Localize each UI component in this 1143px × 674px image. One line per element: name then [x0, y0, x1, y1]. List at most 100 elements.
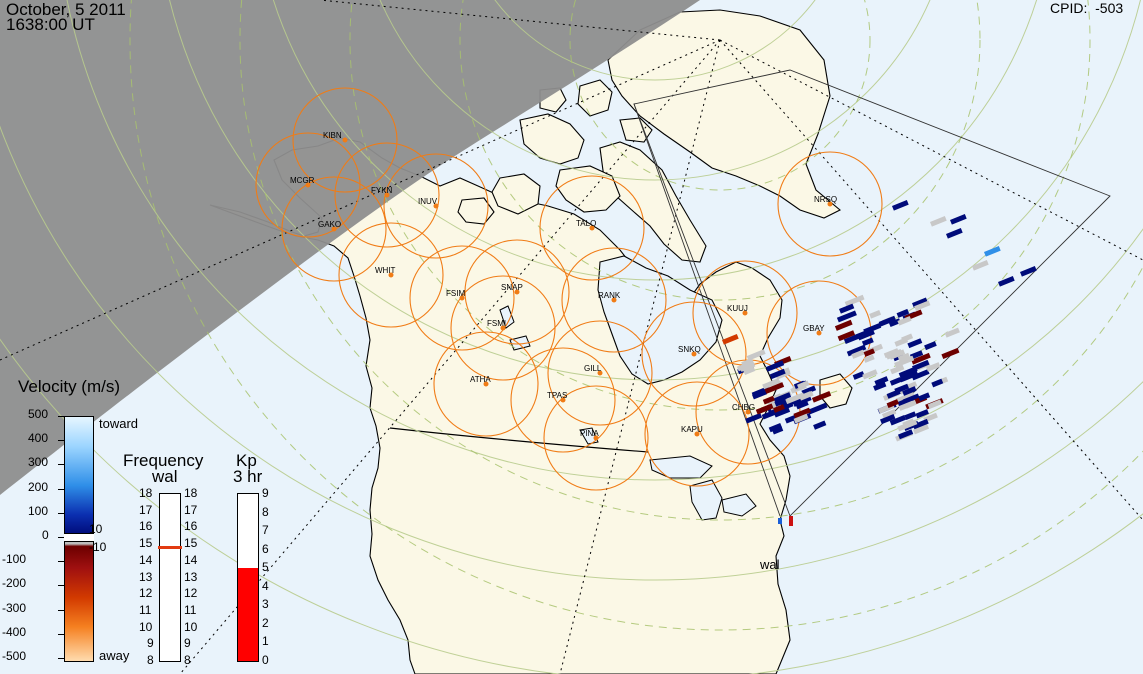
radar-echo-cell	[844, 294, 865, 307]
radar-echo-cell	[785, 392, 805, 405]
radar-echo-cell	[765, 360, 785, 372]
fov-circle-rank	[561, 247, 667, 353]
radar-echo-cell	[863, 322, 882, 335]
radar-echo-cell	[773, 407, 791, 418]
fov-circle-fsmi	[450, 275, 556, 381]
radar-echo-cell	[914, 300, 931, 311]
frequency-tick-label: 18	[184, 486, 198, 500]
frequency-tick-label: 15	[139, 536, 153, 551]
station-dot-fykn	[384, 192, 390, 198]
radar-echo-cell	[912, 359, 930, 371]
cpid-value: -503	[1095, 0, 1124, 16]
radar-site-marker	[778, 516, 793, 526]
radar-echo-cell	[741, 358, 754, 367]
radar-echo-cell	[896, 308, 910, 318]
radar-echo-cell	[837, 330, 856, 342]
velocity-tick-mark	[58, 512, 64, 514]
velocity-title: Velocity (m/s)	[18, 377, 121, 396]
fov-circle-gill	[547, 320, 653, 426]
frequency-tick-label: 12	[184, 586, 198, 601]
radar-echo-cell	[795, 400, 809, 410]
station-dot-chbg	[745, 409, 751, 415]
velocity-tick-label: 200	[28, 479, 49, 494]
radar-echo-cell	[895, 391, 915, 404]
frequency-subtitle: wal	[152, 467, 178, 486]
radar-echo-cell	[912, 418, 929, 430]
station-label-nrsq: NRSQ	[814, 195, 837, 204]
velocity-tick-label: 0	[42, 528, 49, 542]
station-label-kapu: KAPU	[681, 425, 703, 434]
radar-echo-cell	[911, 369, 930, 381]
radar-echo-cell	[863, 348, 876, 357]
radar-echo-cell	[772, 426, 784, 435]
frequency-tick-label: 14	[139, 552, 153, 567]
velocity-tick-label: 100	[28, 503, 49, 518]
frequency-tick-label: 18	[139, 486, 153, 500]
radar-echo-cell	[873, 381, 887, 391]
radar-echo-cell	[971, 260, 989, 271]
radar-echo-cell	[944, 327, 960, 338]
radar-echo-cell	[793, 413, 809, 424]
frequency-tick-label: 15	[184, 536, 198, 551]
radar-echo-cell	[773, 392, 792, 404]
station-dot-talo	[589, 225, 595, 231]
radar-echo-cell	[886, 389, 901, 399]
fov-circle-whit	[338, 222, 444, 328]
radar-echoes	[722, 200, 1037, 442]
fov-circle-nrsq	[777, 151, 883, 257]
station-label-snap: SNAP	[501, 283, 523, 292]
fov-circle-tpas	[510, 347, 616, 453]
station-label-atha: ATHA	[470, 375, 491, 384]
radar-echo-cell	[897, 429, 914, 440]
station-label-fsmi: FSMI	[487, 319, 506, 328]
frequency-tick-label: 10	[139, 619, 153, 634]
radar-echo-cell	[869, 309, 882, 319]
radar-echo-cell	[722, 334, 739, 345]
station-dot-tpas	[560, 397, 566, 403]
kp-tick-label: 8	[262, 504, 269, 519]
radar-echo-cell	[897, 316, 912, 326]
radar-echo-cell	[880, 414, 896, 425]
velocity-tick-label: -100	[2, 552, 27, 567]
radar-echo-cell	[851, 349, 865, 359]
radar-echo-cell	[894, 337, 909, 347]
fov-circle-kapu	[644, 381, 750, 487]
kp-tick-label: 7	[262, 523, 269, 538]
radar-echo-cell	[886, 399, 899, 409]
velocity-tick-mark	[58, 440, 64, 442]
radar-name-label: wal	[760, 557, 780, 572]
kp-subtitle: 3 hr	[233, 467, 263, 486]
kp-tick-label: 2	[262, 615, 269, 630]
radar-echo-cell	[918, 392, 931, 402]
velocity-tick-mark	[58, 488, 64, 490]
station-dot-kuuj	[742, 310, 748, 316]
cpid-label: CPID: -503	[1050, 0, 1124, 16]
fov-circle-atha	[433, 331, 539, 437]
frequency-tick-label: 11	[184, 602, 197, 617]
fov-circle-snkq	[641, 301, 747, 407]
radar-echo-cell	[897, 352, 911, 362]
velocity-tick-label: -500	[2, 649, 27, 663]
stations-layer: KIBN MCGR FYKN INUV GAKO WHIT FSIM SNAP FSMI TALO…	[290, 131, 837, 441]
radar-echo-cell	[774, 397, 788, 407]
radar-echo-cell	[801, 385, 817, 396]
radar-echo-cell	[861, 337, 874, 347]
radar-echo-cell	[852, 371, 865, 380]
radar-echo-cell	[911, 352, 931, 365]
radar-echo-cell	[894, 355, 915, 368]
frequency-tick-label: 14	[184, 552, 198, 567]
radar-echo-cell	[904, 411, 917, 421]
radar-echo-cell	[889, 377, 902, 386]
radar-echo-cell	[762, 378, 781, 390]
station-dot-fsmi	[500, 325, 506, 331]
radar-echo-cell	[890, 364, 905, 375]
station-dot-kapu	[694, 431, 700, 437]
radar-echo-cell	[769, 368, 786, 380]
radar-echo-cell	[899, 370, 919, 383]
station-label-gbay: GBAY	[803, 324, 825, 333]
radar-echo-cell	[751, 386, 770, 398]
velocity-threshold-positive: 10	[89, 522, 103, 536]
radar-echo-cell	[793, 407, 811, 419]
